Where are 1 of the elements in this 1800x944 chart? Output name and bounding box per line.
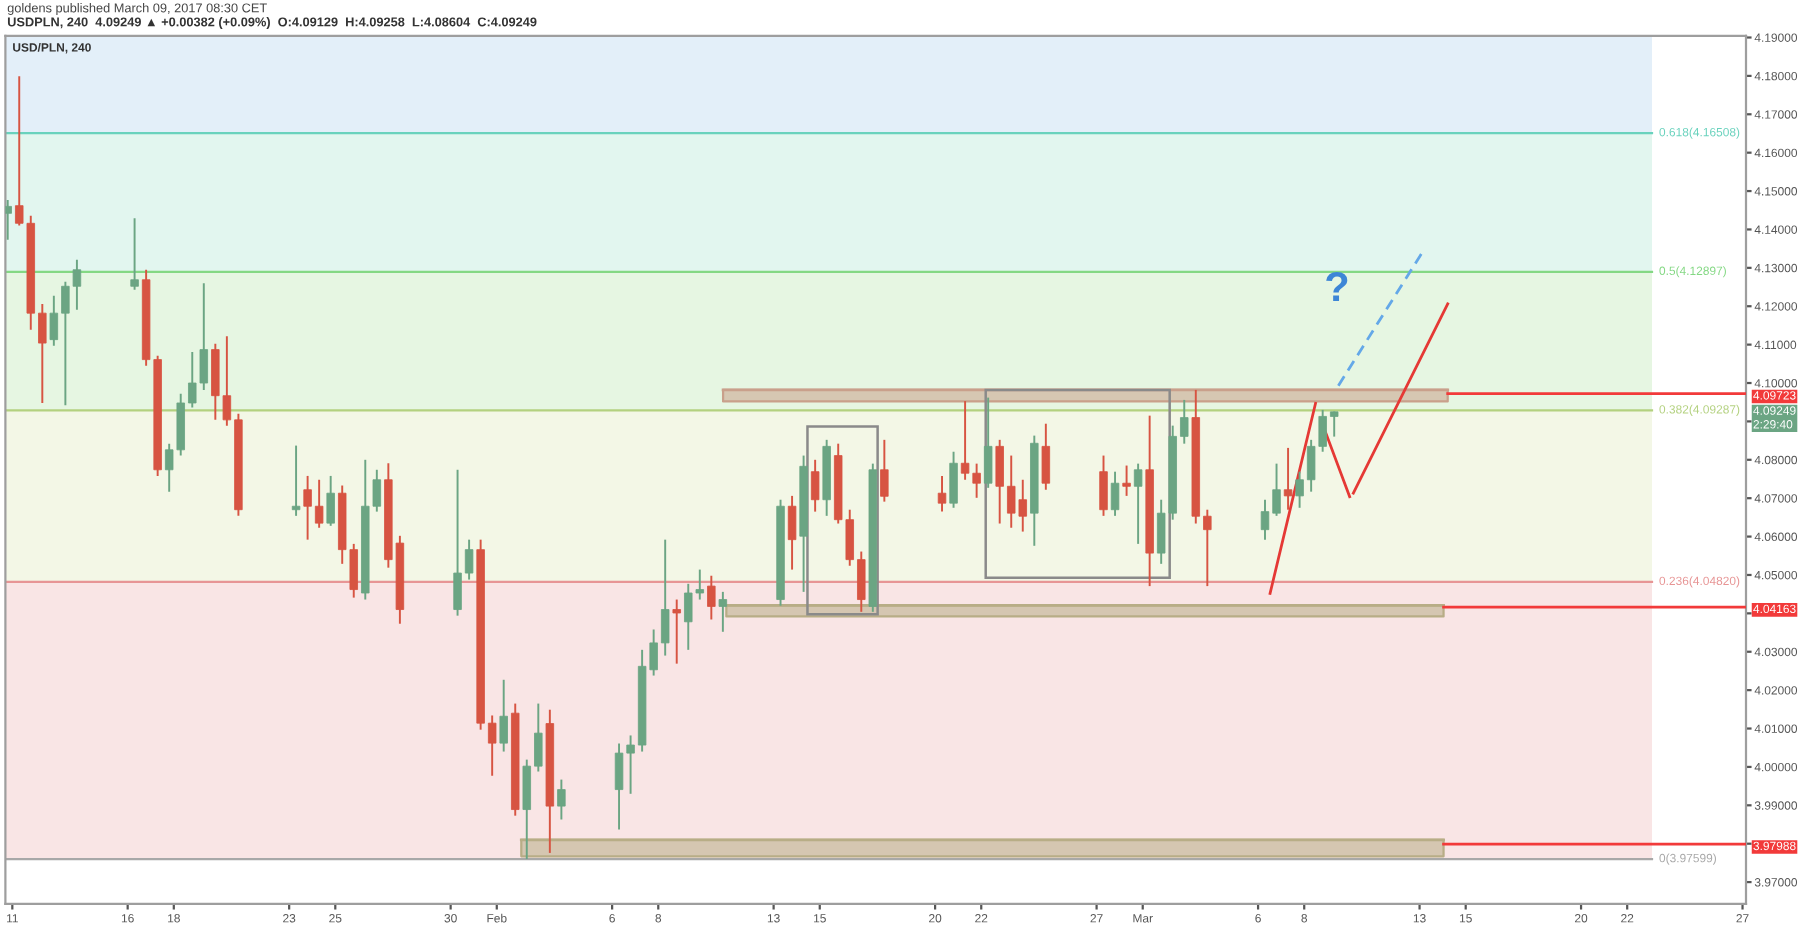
annotation: ? bbox=[1326, 271, 1348, 302]
